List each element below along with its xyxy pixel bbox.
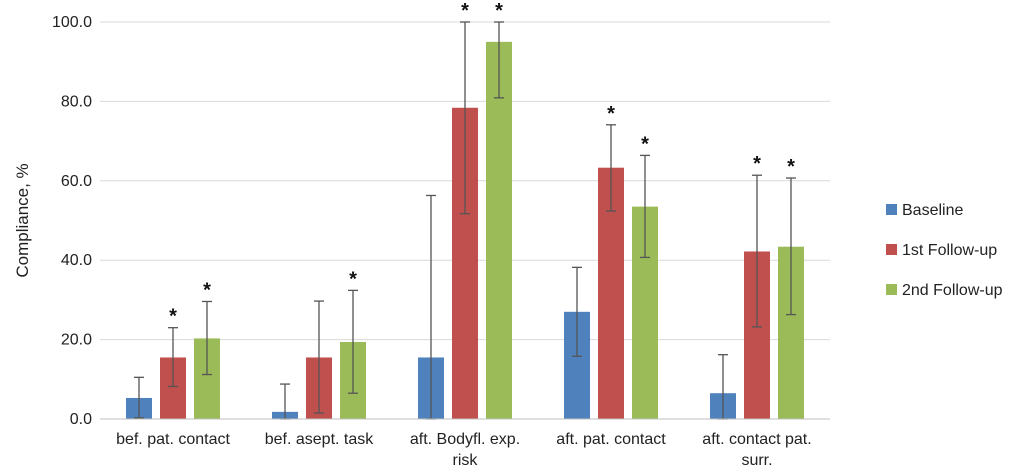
y-tick-label: 80.0 <box>61 93 92 110</box>
y-tick-label: 20.0 <box>61 332 92 349</box>
x-tick-label: bef. asept. task <box>265 431 375 448</box>
legend-label: Baseline <box>902 202 963 219</box>
bar <box>486 41 512 419</box>
legend-swatch <box>886 244 897 255</box>
x-tick-label: aft. Bodyfl. exp. <box>410 431 520 448</box>
significance-star: * <box>349 268 357 290</box>
x-tick-label: surr. <box>741 452 772 469</box>
y-tick-label: 40.0 <box>61 252 92 269</box>
significance-star: * <box>787 156 795 178</box>
x-tick-label: aft. pat. contact <box>556 431 666 448</box>
y-tick-label: 100.0 <box>52 14 92 31</box>
significance-star: * <box>641 133 649 155</box>
y-axis: 0.0 20.0 40.0 60.0 80.0 100.0 <box>52 14 92 428</box>
legend-swatch <box>886 204 897 215</box>
x-axis: bef. pat. contact bef. asept. task aft. Bo… <box>100 418 830 469</box>
x-tick-label: bef. pat. contact <box>116 431 230 448</box>
significance-star: * <box>461 0 469 22</box>
legend-label: 1st Follow-up <box>902 242 997 259</box>
y-tick-label: 0.0 <box>70 411 92 428</box>
bars: * * * * * * * * * <box>126 0 804 420</box>
y-axis-label: Compliance, % <box>13 163 32 277</box>
legend-label: 2nd Follow-up <box>902 282 1003 299</box>
legend: Baseline 1st Follow-up 2nd Follow-up <box>886 202 1003 299</box>
legend-swatch <box>886 284 897 295</box>
y-tick-label: 60.0 <box>61 173 92 190</box>
significance-star: * <box>203 279 211 301</box>
significance-star: * <box>607 103 615 125</box>
significance-star: * <box>169 306 177 328</box>
significance-star: * <box>495 0 503 22</box>
significance-star: * <box>753 153 761 175</box>
x-tick-label: risk <box>453 452 479 469</box>
x-tick-label: aft. contact pat. <box>702 431 811 448</box>
